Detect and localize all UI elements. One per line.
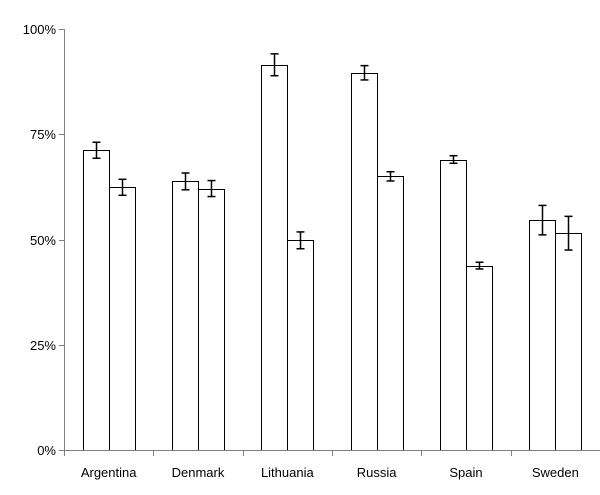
x-category-label: Lithuania (261, 465, 315, 480)
y-tick-label: 0% (37, 443, 56, 458)
y-axis: 0% 25% 50% 75% 100% (23, 22, 65, 458)
bar (172, 181, 199, 451)
x-axis: Argentina Denmark Lithuania Russia Spain Swed… (64, 450, 600, 480)
bar (287, 240, 314, 451)
x-category-label: Argentina (81, 465, 137, 480)
x-category-label: Sweden (532, 465, 579, 480)
bar (198, 189, 225, 451)
bar (83, 150, 110, 451)
bar (466, 266, 493, 451)
bar (440, 160, 467, 451)
bar (529, 220, 556, 451)
bar (109, 187, 136, 451)
bar (351, 73, 378, 451)
bar (377, 176, 404, 451)
bar (261, 65, 288, 451)
x-category-label: Russia (357, 465, 398, 480)
y-tick-label: 75% (30, 127, 56, 142)
x-category-label: Denmark (172, 465, 225, 480)
y-tick-label: 100% (23, 22, 57, 37)
error-bars (92, 53, 573, 270)
y-tick-label: 50% (30, 233, 56, 248)
bar (555, 233, 582, 451)
x-category-label: Spain (449, 465, 482, 480)
y-tick-label: 25% (30, 338, 56, 353)
bars (83, 65, 582, 451)
